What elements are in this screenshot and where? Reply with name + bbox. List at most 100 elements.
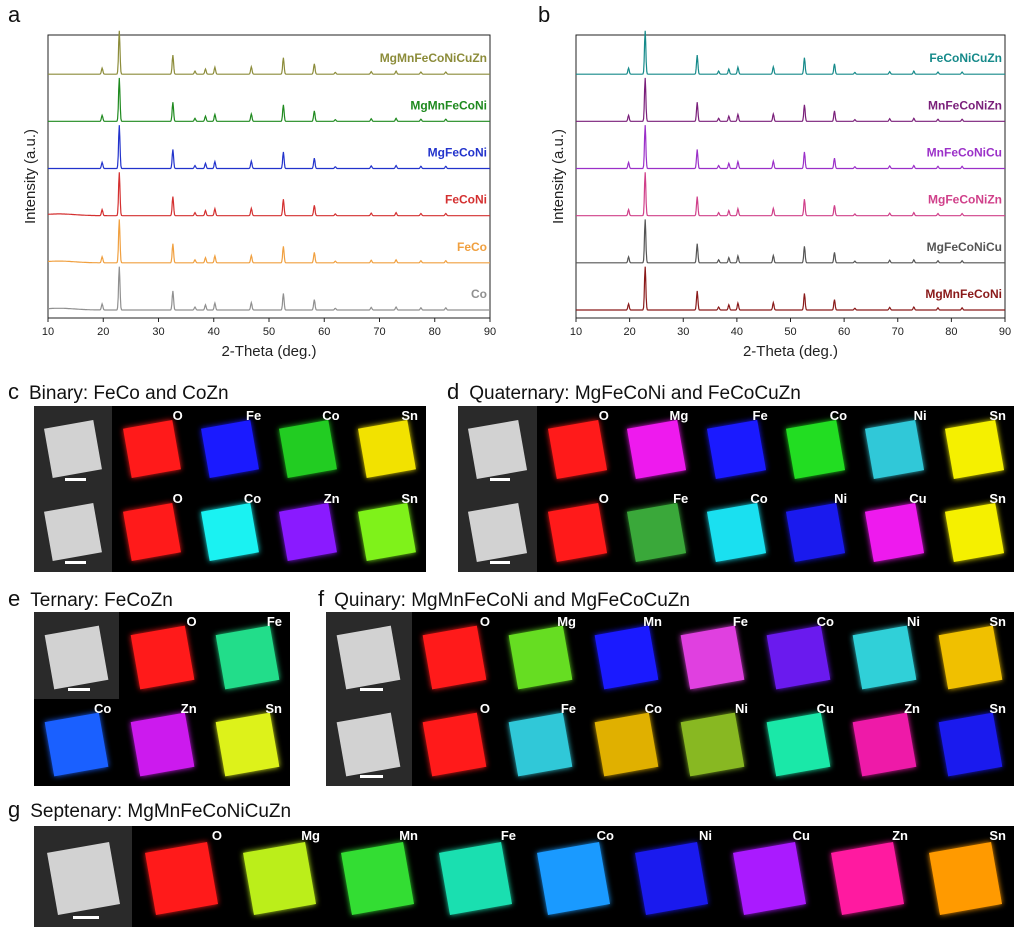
- element-particle: [928, 842, 1002, 915]
- sem-image: [326, 699, 412, 786]
- x-tick-label: 90: [999, 326, 1011, 338]
- map-cu: Cu: [855, 489, 935, 572]
- series-label: FeCo: [457, 240, 487, 254]
- element-label: Co: [829, 408, 848, 423]
- element-particle: [706, 503, 766, 562]
- map-zn: Zn: [818, 826, 916, 927]
- panel-d-title: Quaternary: MgFeCoNi and FeCoCuZn: [469, 383, 801, 404]
- x-tick-label: 10: [570, 326, 582, 338]
- element-particle: [732, 842, 806, 915]
- scale-bar: [489, 478, 511, 481]
- scale-bar: [360, 775, 383, 778]
- element-particle: [130, 712, 194, 777]
- element-label: Fe: [673, 491, 689, 506]
- element-particle: [939, 625, 1003, 690]
- x-axis-label: 2-Theta (deg.): [743, 343, 838, 360]
- element-label: Fe: [560, 701, 576, 716]
- sem-particle: [337, 712, 401, 777]
- element-label: Mn: [643, 614, 662, 629]
- element-label: O: [211, 828, 222, 843]
- sem-image: [458, 489, 538, 572]
- element-label: Sn: [265, 701, 282, 716]
- element-label: Fe: [266, 614, 282, 629]
- scale-bar: [489, 561, 511, 564]
- element-particle: [547, 420, 607, 479]
- series-line-MgFeCoNiCu: [576, 219, 1005, 264]
- element-particle: [865, 420, 925, 479]
- element-particle: [340, 842, 414, 915]
- series-label: MnFeCoNiCu: [927, 146, 1002, 160]
- element-maps-f: O Mg Mn Fe Co Ni Sn O Fe Co Ni Cu Zn Sn: [326, 612, 1014, 786]
- series-label: MnFeCoNiZn: [928, 98, 1002, 112]
- element-label: Cu: [816, 701, 834, 716]
- element-particle: [423, 625, 487, 690]
- x-axis-label: 2-Theta (deg.): [221, 343, 316, 360]
- map-sn: Sn: [928, 699, 1014, 786]
- element-particle: [627, 503, 686, 562]
- element-label: Co: [816, 614, 834, 629]
- element-label: Co: [750, 491, 768, 506]
- series-line-FeCoNiCuZn: [576, 30, 1005, 75]
- map-o: O: [537, 489, 617, 572]
- element-label: Co: [322, 408, 340, 423]
- element-label: O: [598, 408, 609, 423]
- panel-f-heading: f Quinary: MgMnFeCoNi and MgFeCoCuZn: [318, 588, 690, 611]
- map-sn: Sn: [347, 406, 426, 489]
- element-particle: [547, 503, 607, 562]
- scale-bar: [360, 688, 383, 691]
- element-label: O: [186, 614, 197, 629]
- sem-particle: [44, 420, 103, 479]
- map-sn: Sn: [916, 826, 1014, 927]
- element-label: Sn: [989, 614, 1006, 629]
- element-label: Mn: [399, 828, 418, 843]
- panel-c-title: Binary: FeCo and CoZn: [29, 383, 229, 404]
- map-ni: Ni: [670, 699, 756, 786]
- element-particle: [853, 625, 917, 690]
- element-label: O: [479, 701, 490, 716]
- x-tick-label: 30: [152, 326, 164, 338]
- element-label: Ni: [834, 491, 848, 506]
- element-particle: [122, 503, 181, 562]
- element-label: Mg: [557, 614, 576, 629]
- map-mg: Mg: [230, 826, 328, 927]
- sem-particle: [468, 503, 528, 562]
- map-fe: Fe: [498, 699, 584, 786]
- map-o: O: [412, 699, 498, 786]
- element-particle: [767, 712, 831, 777]
- element-particle: [681, 712, 745, 777]
- map-fe: Fe: [204, 612, 290, 699]
- element-label: Co: [644, 701, 662, 716]
- x-tick-label: 10: [42, 326, 54, 338]
- x-tick-label: 80: [945, 326, 957, 338]
- map-o: O: [119, 612, 205, 699]
- element-particle: [509, 625, 573, 690]
- x-tick-label: 90: [484, 326, 496, 338]
- element-label: Sn: [401, 408, 418, 423]
- element-label: Cu: [909, 491, 927, 506]
- element-label: Mg: [669, 408, 689, 423]
- element-label: Ni: [907, 614, 920, 629]
- map-mg: Mg: [616, 406, 697, 489]
- map-co: Co: [34, 699, 120, 786]
- map-mn: Mn: [328, 826, 426, 927]
- map-ni: Ni: [775, 489, 856, 572]
- map-fe: Fe: [190, 406, 270, 489]
- map-cu: Cu: [756, 699, 842, 786]
- map-o: O: [112, 406, 191, 489]
- element-label: Co: [596, 828, 614, 843]
- element-particle: [706, 420, 766, 479]
- element-particle: [357, 420, 416, 479]
- map-o: O: [112, 489, 191, 572]
- map-co: Co: [584, 699, 670, 786]
- sem-image: [458, 406, 538, 489]
- x-tick-label: 50: [784, 326, 796, 338]
- series-line-MnFeCoNiCu: [576, 125, 1005, 170]
- element-label: O: [479, 614, 490, 629]
- map-fe: Fe: [696, 406, 776, 489]
- map-mg: Mg: [498, 612, 584, 699]
- map-co: Co: [269, 406, 348, 489]
- element-label: Fe: [732, 614, 748, 629]
- x-tick-label: 30: [677, 326, 689, 338]
- element-label: Ni: [699, 828, 712, 843]
- element-particle: [200, 503, 260, 562]
